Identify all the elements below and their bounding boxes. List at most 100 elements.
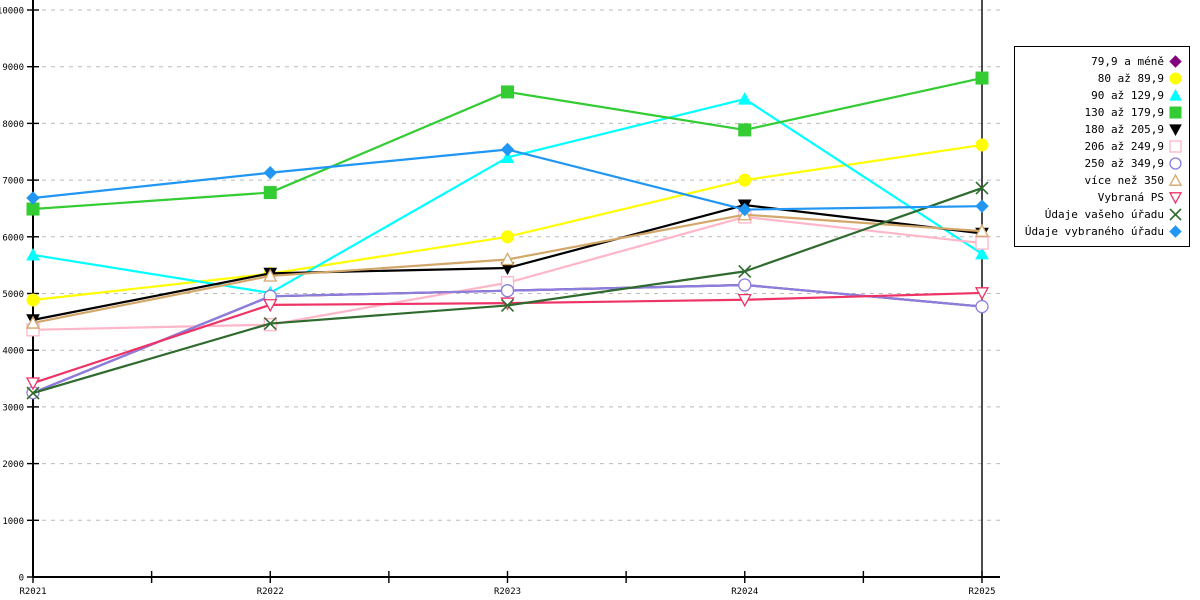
triangle-open-marker <box>500 252 515 266</box>
legend-item[interactable]: 130 až 179,9 <box>1019 104 1183 121</box>
circle-marker <box>1169 72 1182 85</box>
plot-area: 0 1000 2000 3000 4000 5000 6000 7000 8000 9000 100… <box>0 0 1000 597</box>
data-point-marker <box>500 252 515 266</box>
circle-marker <box>975 138 989 152</box>
triangle-down-open-marker <box>25 377 41 391</box>
data-point-marker <box>500 142 515 157</box>
triangle-up-marker <box>737 91 752 105</box>
legend-marker-icon <box>1169 157 1182 170</box>
diamond-marker <box>975 199 989 213</box>
data-point-marker <box>975 181 989 195</box>
data-point-marker <box>500 284 515 298</box>
y-tick-label: 9000 <box>2 63 24 73</box>
data-point-marker <box>975 299 989 314</box>
triangle-down-open-marker <box>263 299 278 313</box>
y-tick-label: 10000 <box>0 7 24 17</box>
line-chart-svg: 0 1000 2000 3000 4000 5000 6000 7000 8000 9000 100… <box>0 0 1000 597</box>
circle-open-marker <box>738 278 752 292</box>
legend-marker-icon <box>1169 124 1182 137</box>
data-point-marker <box>263 268 278 282</box>
triangle-down-open-marker <box>974 287 990 301</box>
cross-marker <box>500 298 515 312</box>
data-point-marker <box>974 223 990 237</box>
triangle-up-marker <box>500 150 515 164</box>
legend-item[interactable]: Vybraná PS <box>1019 189 1183 206</box>
cross-marker <box>975 181 989 195</box>
legend-item-label: 206 až 249,9 <box>1084 140 1164 153</box>
legend-item[interactable]: 90 až 129,9 <box>1019 87 1183 104</box>
diamond-marker <box>263 166 277 180</box>
series-3 <box>26 71 989 216</box>
data-point-marker <box>1169 157 1182 170</box>
triangle-up-marker <box>1169 88 1182 101</box>
diamond-marker <box>500 142 515 157</box>
diamond-marker <box>738 202 752 217</box>
y-tick-label: 5000 <box>2 290 24 300</box>
legend-marker-icon <box>1169 88 1182 101</box>
diamond-marker <box>1169 55 1182 68</box>
legend-item-label: 80 až 89,9 <box>1097 72 1164 85</box>
y-tick-label: 2000 <box>2 460 24 470</box>
data-point-marker <box>26 191 40 205</box>
data-point-marker <box>25 315 41 329</box>
legend-item-label: Údaje vašeho úřadu <box>1044 208 1164 221</box>
legend-item[interactable]: Údaje vašeho úřadu <box>1019 206 1183 223</box>
data-point-marker <box>1169 88 1182 101</box>
legend-item[interactable]: více než 350 <box>1019 172 1183 189</box>
circle-marker <box>501 230 514 244</box>
legend-item-label: Vybraná PS <box>1097 191 1164 204</box>
legend-marker-icon <box>1169 55 1182 68</box>
series-8 <box>25 287 990 391</box>
data-point-marker <box>1169 106 1182 119</box>
data-point-marker <box>263 186 277 200</box>
triangle-down-open-marker <box>737 293 752 308</box>
data-point-marker <box>738 123 752 137</box>
legend-item[interactable]: Údaje vybraného úřadu <box>1019 223 1183 240</box>
data-point-marker <box>1169 124 1182 137</box>
triangle-down-open-marker <box>1168 192 1183 205</box>
triangle-open-marker <box>263 268 278 282</box>
square-open-marker <box>1169 140 1182 153</box>
series-group <box>25 71 990 400</box>
y-tick-label: 7000 <box>2 177 24 187</box>
data-point-marker <box>1168 173 1183 186</box>
data-point-marker <box>1169 208 1182 221</box>
legend-marker-icon <box>1168 192 1183 205</box>
legend-marker-icon <box>1169 208 1182 221</box>
series-7 <box>25 207 990 329</box>
legend-item-label: 180 až 205,9 <box>1084 123 1164 136</box>
legend-item-label: 250 až 349,9 <box>1084 157 1164 170</box>
circle-marker <box>26 293 40 307</box>
legend-item[interactable]: 79,9 a méně <box>1019 53 1183 70</box>
data-point-marker <box>975 199 989 213</box>
square-marker <box>501 85 514 99</box>
y-tick-label: 6000 <box>2 233 24 243</box>
data-point-marker <box>738 264 752 278</box>
data-point-marker <box>738 202 752 217</box>
legend-item[interactable]: 180 až 205,9 <box>1019 121 1183 138</box>
square-open-marker <box>975 236 989 250</box>
triangle-up-marker <box>975 246 989 260</box>
legend-item[interactable]: 80 až 89,9 <box>1019 70 1183 87</box>
data-point-marker <box>1169 140 1182 153</box>
cross-marker <box>263 316 277 331</box>
data-point-marker <box>737 91 752 105</box>
triangle-up-marker <box>26 247 40 261</box>
data-point-marker <box>263 316 277 331</box>
legend-item[interactable]: 206 až 249,9 <box>1019 138 1183 155</box>
circle-open-marker <box>975 299 989 314</box>
square-marker <box>738 123 752 137</box>
cross-marker <box>738 264 752 278</box>
triangle-open-marker <box>974 223 990 237</box>
legend-marker-icon <box>1169 140 1182 153</box>
square-marker <box>26 202 40 216</box>
data-point-marker <box>501 85 514 99</box>
square-marker <box>975 71 989 85</box>
data-point-marker <box>263 299 278 313</box>
data-point-marker <box>1169 225 1182 238</box>
data-point-marker <box>975 138 989 152</box>
legend-marker-icon <box>1168 173 1183 186</box>
data-point-marker <box>1169 72 1182 85</box>
legend-marker-icon <box>1169 225 1182 238</box>
legend-item[interactable]: 250 až 349,9 <box>1019 155 1183 172</box>
